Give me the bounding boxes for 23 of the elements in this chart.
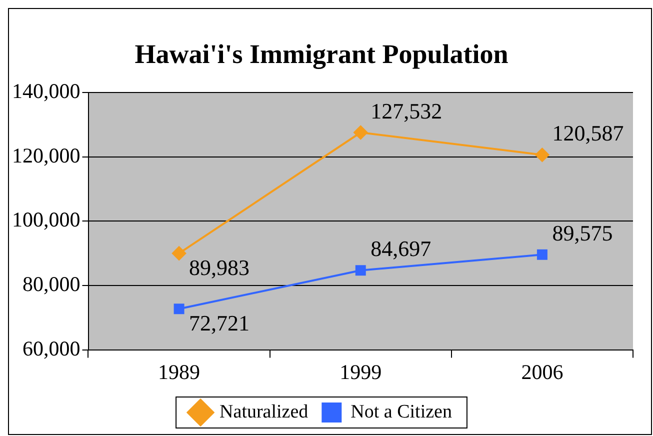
point: [535, 148, 550, 162]
x-tick-label: 1999: [340, 360, 382, 384]
legend-label: Naturalized: [220, 401, 309, 422]
y-tick-label: 120,000: [12, 143, 80, 168]
data-label: 120,587: [552, 120, 624, 146]
x-tick-label: 2006: [521, 360, 564, 384]
point: [536, 249, 548, 260]
data-label: 72,721: [189, 310, 250, 336]
x-tick-label: 1989: [158, 360, 200, 384]
y-tick-label: 60,000: [22, 336, 80, 360]
legend-label: Not a Citizen: [350, 401, 452, 422]
data-label: 127,532: [370, 98, 442, 124]
y-tick-label: 140,000: [12, 78, 80, 103]
data-label: 84,697: [370, 236, 432, 262]
point: [354, 126, 368, 140]
data-label: 89,575: [552, 220, 613, 246]
point: [172, 246, 186, 260]
point: [355, 265, 366, 276]
y-tick-label: 80,000: [22, 272, 80, 296]
chart-title: Hawai'i's Immigrant Population: [134, 39, 508, 70]
data-label: 89,983: [189, 255, 250, 280]
point: [174, 304, 184, 314]
y-tick-label: 100,000: [12, 208, 80, 232]
